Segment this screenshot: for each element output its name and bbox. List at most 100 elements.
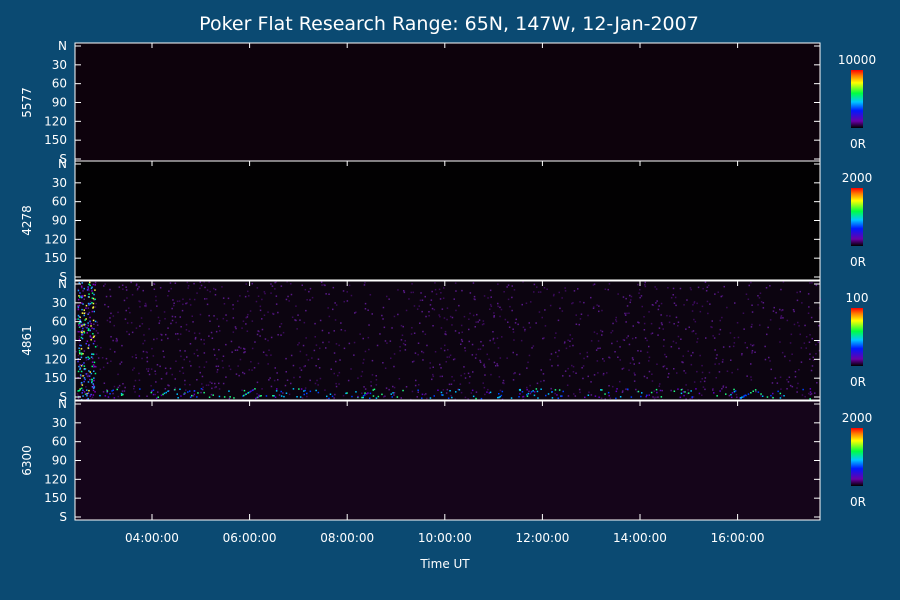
speckle	[420, 292, 422, 294]
speckle	[168, 390, 170, 392]
speckle	[144, 302, 147, 305]
bright-speckle	[87, 313, 89, 315]
speckle	[130, 322, 133, 324]
speckle	[687, 350, 689, 352]
speckle	[78, 341, 81, 343]
speckle	[651, 373, 653, 375]
speckle	[797, 382, 799, 385]
speckle	[597, 347, 599, 350]
speckle	[708, 284, 710, 287]
speckle	[197, 355, 199, 357]
edge-speckle	[535, 388, 538, 390]
speckle	[619, 380, 621, 383]
speckle	[805, 347, 807, 349]
edge-speckle	[739, 397, 741, 399]
speckle	[798, 325, 800, 327]
bright-speckle	[87, 381, 90, 383]
speckle	[393, 365, 395, 368]
speckle	[96, 344, 99, 347]
speckle	[270, 385, 273, 388]
edge-speckle	[299, 396, 302, 398]
speckle	[439, 298, 442, 300]
edge-speckle	[770, 394, 772, 397]
speckle	[314, 322, 316, 325]
speckle	[596, 360, 599, 362]
speckle	[424, 333, 427, 335]
speckle	[460, 374, 462, 377]
speckle	[199, 313, 202, 316]
speckle	[139, 306, 141, 308]
speckle	[509, 305, 511, 308]
speckle	[579, 318, 582, 320]
bright-speckle	[92, 342, 95, 345]
speckle	[492, 339, 494, 341]
speckle	[126, 322, 129, 324]
speckle	[425, 315, 427, 318]
bright-speckle	[84, 378, 86, 381]
speckle	[308, 290, 310, 293]
edge-speckle	[772, 397, 774, 399]
edge-speckle	[691, 397, 693, 399]
edge-speckle	[111, 390, 113, 392]
bright-speckle	[87, 322, 89, 324]
bright-speckle	[93, 361, 96, 364]
speckle	[768, 356, 770, 359]
speckle	[267, 363, 269, 365]
speckle	[156, 305, 158, 307]
edge-speckle	[594, 395, 597, 397]
speckle	[134, 391, 136, 393]
speckle	[275, 303, 278, 305]
speckle	[707, 312, 709, 315]
speckle	[218, 388, 221, 390]
speckle	[75, 339, 77, 341]
speckle	[446, 388, 449, 391]
speckle	[586, 355, 589, 358]
edge-speckle	[471, 389, 474, 392]
speckle	[638, 322, 640, 324]
edge-speckle	[303, 390, 305, 392]
speckle	[637, 283, 639, 286]
speckle	[703, 380, 706, 383]
speckle	[798, 369, 800, 371]
speckle	[809, 353, 811, 355]
speckle	[263, 291, 266, 293]
speckle	[473, 295, 476, 298]
speckle	[404, 349, 407, 351]
y-tick-label: 150	[44, 133, 67, 147]
speckle	[639, 296, 641, 299]
edge-speckle	[684, 391, 686, 393]
speckle	[367, 336, 370, 339]
speckle	[190, 365, 192, 367]
speckle	[187, 287, 189, 289]
speckle	[791, 353, 793, 355]
speckle	[209, 290, 211, 293]
speckle	[666, 314, 668, 317]
speckle	[94, 281, 97, 284]
speckle	[121, 284, 124, 286]
speckle	[146, 368, 148, 370]
speckle	[780, 316, 782, 318]
speckle	[483, 295, 486, 297]
speckle	[440, 327, 443, 329]
speckle	[300, 369, 303, 371]
speckle	[638, 292, 640, 294]
speckle	[718, 363, 720, 365]
speckle	[370, 381, 372, 383]
speckle	[492, 331, 494, 333]
speckle	[243, 372, 246, 375]
speckle	[461, 289, 463, 292]
speckle	[364, 388, 367, 390]
speckle	[131, 331, 134, 334]
speckle	[160, 378, 163, 380]
speckle	[455, 309, 457, 312]
speckle	[156, 364, 159, 366]
speckle	[571, 302, 573, 305]
speckle	[317, 358, 320, 360]
edge-speckle	[526, 395, 529, 397]
speckle	[444, 344, 446, 347]
speckle	[201, 388, 204, 391]
edge-speckle	[122, 393, 124, 396]
speckle	[421, 350, 423, 353]
speckle	[152, 282, 155, 285]
speckle	[277, 379, 279, 381]
